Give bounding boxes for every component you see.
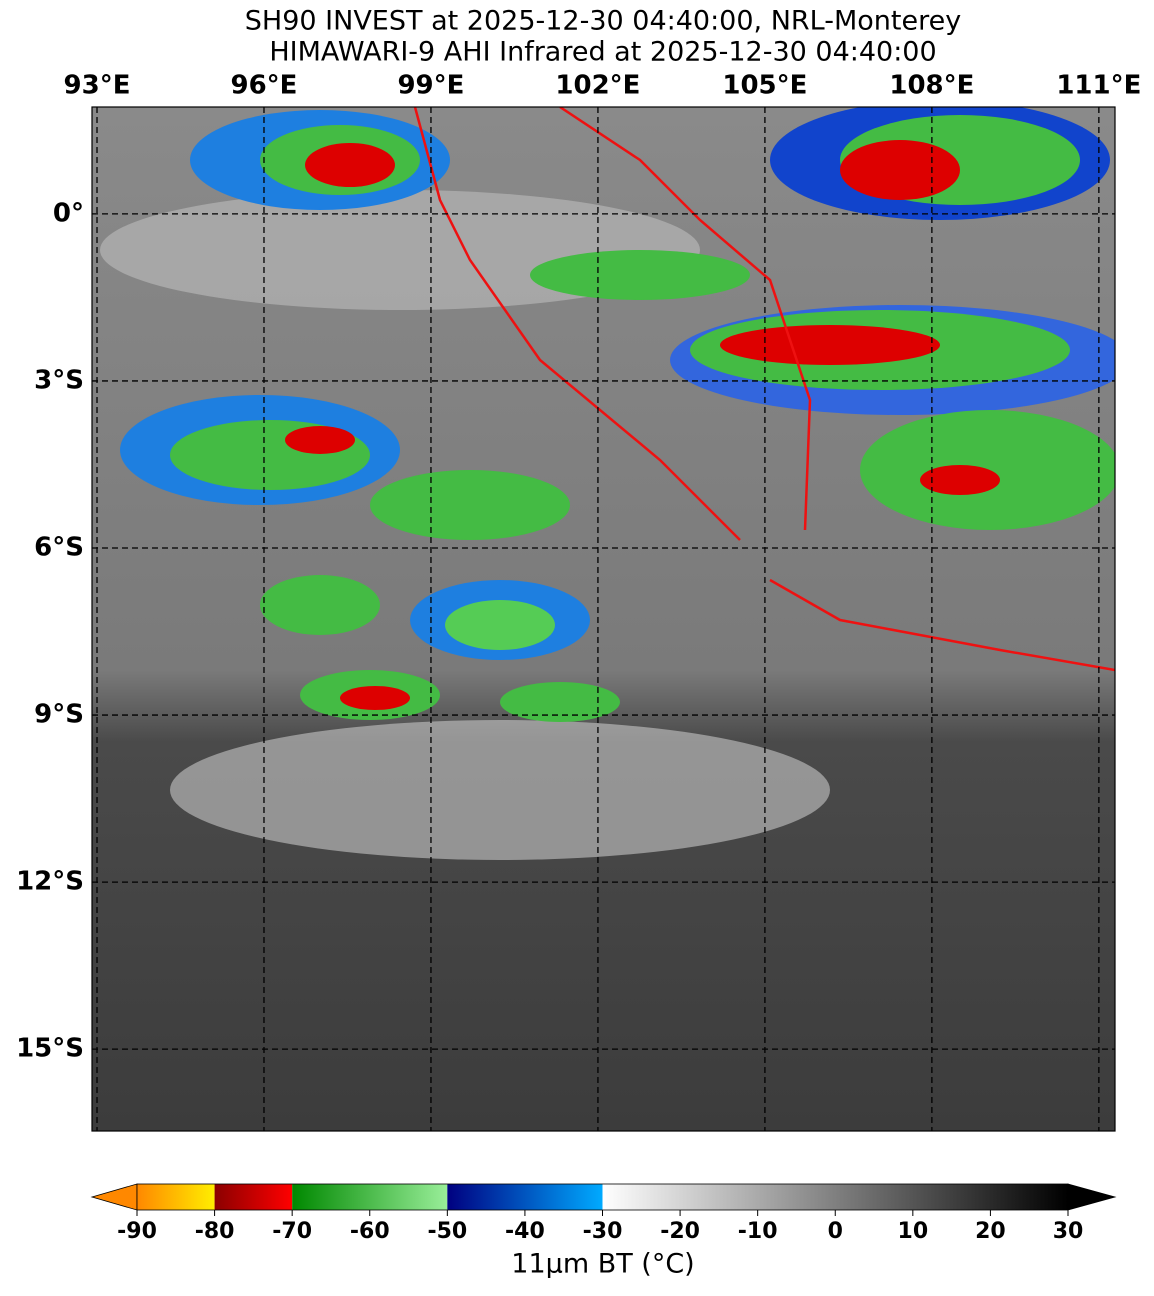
colorbar-band xyxy=(447,1184,603,1210)
colorbar xyxy=(90,1183,1117,1211)
colorbar-band xyxy=(602,1184,1068,1210)
graticule xyxy=(92,107,1115,1131)
colorbar-tick-label: 20 xyxy=(975,1219,1006,1244)
satellite-image xyxy=(92,107,1115,1131)
colorbar-tick-label: -30 xyxy=(583,1219,623,1244)
x-tick-label: 111°E xyxy=(1056,71,1141,101)
colorbar-tick-label: -10 xyxy=(738,1219,778,1244)
y-tick-label: 3°S xyxy=(34,365,84,395)
title-line: SH90 INVEST at 2025-12-30 04:40:00, NRL-… xyxy=(245,6,961,37)
y-tick-label: 12°S xyxy=(16,867,84,897)
y-tick-label: 9°S xyxy=(34,700,84,730)
colorbar-tick-label: 30 xyxy=(1053,1219,1084,1244)
colorbar-tick-label: -50 xyxy=(427,1219,467,1244)
colorbar-tick-label: 10 xyxy=(898,1219,929,1244)
x-tick-label: 102°E xyxy=(555,71,640,101)
colorbar-tick-label: -40 xyxy=(505,1219,545,1244)
y-tick-label: 6°S xyxy=(34,533,84,563)
colorbar-segments xyxy=(136,1183,1069,1211)
colorbar-band xyxy=(214,1184,293,1210)
x-tick-label: 93°E xyxy=(64,71,131,101)
colorbar-tick-label: -80 xyxy=(195,1219,235,1244)
x-tick-label: 108°E xyxy=(889,71,974,101)
map-frame xyxy=(91,106,1116,1132)
y-tick-label: 15°S xyxy=(16,1034,84,1064)
colorbar-tick-label: -60 xyxy=(350,1219,390,1244)
colorbar-extension xyxy=(90,1183,138,1211)
x-tick-label: 105°E xyxy=(722,71,807,101)
colorbar-tick-label: -90 xyxy=(117,1219,157,1244)
colorbar-label: 11μm BT (°C) xyxy=(511,1249,694,1280)
colorbar-band xyxy=(137,1184,215,1210)
x-tick-label: 96°E xyxy=(231,71,298,101)
colorbar-tick-label: -20 xyxy=(660,1219,700,1244)
colorbar-tick-label: 0 xyxy=(828,1219,843,1244)
colorbar-band xyxy=(292,1184,448,1210)
colorbar-extension xyxy=(1067,1183,1117,1211)
title-line: HIMAWARI-9 AHI Infrared at 2025-12-30 04… xyxy=(269,37,936,68)
colorbar-tick-label: -70 xyxy=(272,1219,312,1244)
y-tick-label: 0° xyxy=(53,198,84,228)
x-tick-label: 99°E xyxy=(397,71,464,101)
